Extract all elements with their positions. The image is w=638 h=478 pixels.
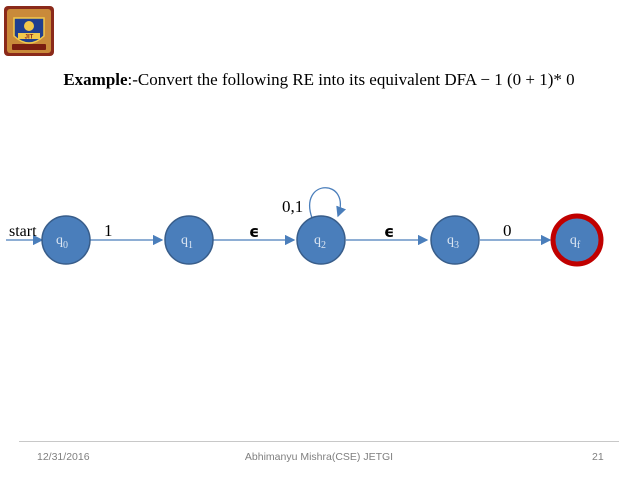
svg-text:q0: q0 bbox=[56, 233, 68, 251]
state-q0: q0 bbox=[41, 215, 91, 265]
svg-text:q3: q3 bbox=[447, 233, 459, 251]
slide-title: Example:-Convert the following RE into i… bbox=[0, 70, 638, 90]
svg-text:q2: q2 bbox=[314, 233, 326, 251]
state-q2-label: q bbox=[314, 233, 321, 248]
state-q2: q2 bbox=[296, 215, 346, 265]
state-qf-sub: f bbox=[577, 240, 581, 251]
self-loop-label-q2: 0,1 bbox=[282, 197, 303, 216]
state-q2-sub: 2 bbox=[321, 240, 326, 251]
state-q3-sub: 3 bbox=[454, 240, 459, 251]
self-loop-q2 bbox=[309, 187, 347, 219]
svg-text:q1: q1 bbox=[181, 233, 193, 251]
transition-label-q3-qf: 0 bbox=[503, 221, 512, 240]
footer-date: 12/31/2016 bbox=[37, 451, 90, 463]
footer-divider bbox=[19, 441, 619, 442]
state-q3-label: q bbox=[447, 233, 454, 248]
start-label: start bbox=[9, 223, 37, 240]
transition-label-q1-q2: ϵ bbox=[249, 222, 259, 241]
transition-label-q0-q1: 1 bbox=[104, 221, 113, 240]
state-q0-sub: 0 bbox=[63, 240, 68, 251]
state-qf-label: q bbox=[570, 233, 577, 248]
college-logo: JIT bbox=[4, 6, 54, 56]
state-q1-label: q bbox=[181, 233, 188, 248]
state-q1-sub: 1 bbox=[188, 240, 193, 251]
title-bold: Example bbox=[63, 70, 128, 89]
state-q0-label: q bbox=[56, 233, 63, 248]
svg-text:JIT: JIT bbox=[25, 35, 34, 41]
svg-text:qf: qf bbox=[570, 233, 581, 251]
state-q1: q1 bbox=[164, 215, 214, 265]
state-q3: q3 bbox=[430, 215, 480, 265]
transition-label-q2-q3: ϵ bbox=[384, 222, 394, 241]
title-rest: :-Convert the following RE into its equi… bbox=[127, 70, 575, 89]
footer-page-number: 21 bbox=[592, 451, 604, 463]
state-qf-final: qf bbox=[550, 213, 604, 267]
footer-author: Abhimanyu Mishra(CSE) JETGI bbox=[244, 451, 394, 463]
